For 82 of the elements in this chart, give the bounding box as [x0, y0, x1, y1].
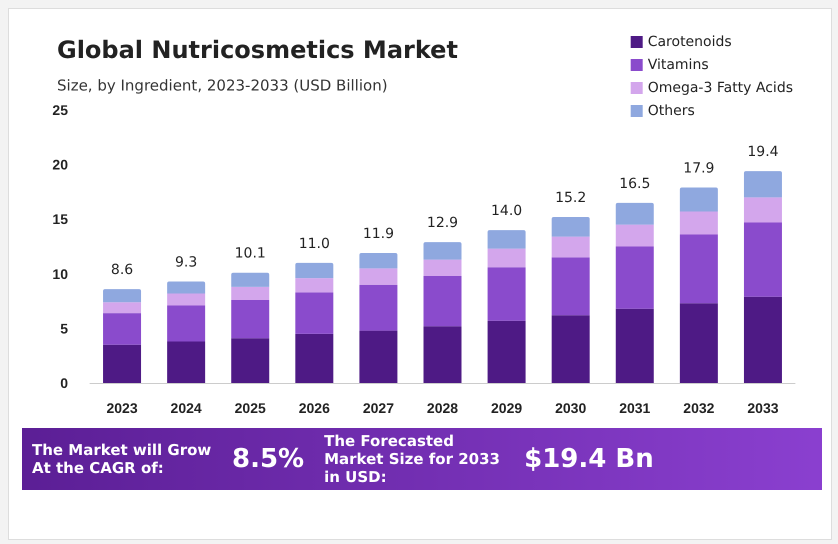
bar	[231, 286, 270, 300]
bar	[488, 230, 526, 249]
bar	[167, 342, 206, 383]
total-label: 14.0	[491, 203, 522, 220]
text: The Market will Grow At the CAGR of:	[31, 441, 212, 477]
total-label: 10.1	[234, 246, 266, 262]
bar	[231, 272, 270, 287]
x-tick-label: 2024	[170, 400, 202, 416]
bar	[552, 257, 590, 316]
bar	[231, 338, 270, 383]
x-tick-label: 2032	[683, 400, 715, 416]
bar	[424, 242, 462, 260]
chart-title: Global Nutricosmetics Market	[57, 36, 458, 64]
y-tick-label: 0	[60, 375, 68, 391]
bar	[359, 284, 398, 331]
bar	[744, 171, 782, 198]
bar	[231, 300, 270, 338]
legend-label: Others	[648, 103, 695, 119]
chart-subtitle: Size, by Ingredient, 2023-2033 (USD Billion)	[57, 76, 388, 94]
bar	[616, 246, 654, 309]
bar	[103, 313, 142, 345]
bar	[488, 267, 526, 321]
legend-label: Omega-3 Fatty Acids	[648, 80, 794, 96]
x-tick-label: 2033	[747, 400, 779, 416]
x-tick-label: 2026	[298, 400, 330, 416]
bar	[680, 188, 718, 212]
bar	[295, 262, 334, 278]
y-tick-label: 20	[52, 156, 68, 173]
bar	[167, 281, 206, 294]
bar	[295, 292, 334, 334]
bar	[552, 315, 590, 383]
total-label: 16.5	[619, 176, 650, 192]
text: 8.5%	[231, 444, 306, 474]
x-tick-label: 2027	[362, 400, 394, 416]
bar	[552, 217, 590, 237]
x-tick-label: 2028	[426, 400, 458, 416]
bar	[488, 248, 526, 268]
y-tick-label: 25	[52, 102, 68, 118]
legend-label: Vitamins	[648, 57, 709, 73]
total-label: 11.9	[362, 226, 394, 242]
x-tick-label: 2029	[491, 400, 522, 416]
total-label: 15.2	[555, 190, 586, 206]
legend-label: Carotenoids	[648, 34, 732, 50]
x-tick-label: 2030	[555, 400, 586, 416]
bar	[103, 344, 142, 383]
bar	[359, 268, 398, 285]
bar	[680, 212, 718, 234]
bar	[488, 320, 526, 383]
bar	[424, 260, 462, 276]
y-tick-label: 15	[52, 211, 68, 228]
bar	[167, 293, 206, 306]
x-tick-label: 2025	[234, 400, 266, 416]
bar	[744, 222, 782, 297]
bar	[616, 308, 654, 383]
y-tick-label: 5	[60, 320, 68, 336]
text: $19.4 Bn	[523, 444, 655, 474]
x-tick-label: 2031	[619, 400, 651, 416]
bar	[744, 197, 782, 222]
bar	[616, 202, 654, 225]
total-label: 12.9	[426, 215, 458, 232]
total-label: 8.6	[110, 262, 134, 278]
bar	[680, 234, 718, 304]
total-label: 11.0	[298, 236, 330, 252]
bar	[424, 326, 462, 383]
total-label: 19.4	[747, 144, 779, 160]
y-tick-label: 10	[52, 266, 68, 282]
total-label: 17.9	[683, 160, 714, 177]
total-label: 9.3	[175, 254, 198, 270]
bar	[680, 303, 718, 383]
bar	[359, 253, 398, 268]
bar	[744, 296, 782, 383]
bar	[616, 224, 654, 246]
bar	[103, 289, 142, 302]
bar	[103, 302, 142, 314]
text: The Forecasted Market Size for 2033 in USD:	[323, 432, 501, 486]
bar	[359, 330, 398, 383]
x-tick-label: 2023	[106, 400, 138, 416]
bar	[167, 305, 206, 342]
bar	[424, 276, 462, 326]
bar	[552, 236, 590, 258]
bar	[295, 334, 334, 383]
bar	[295, 278, 334, 292]
